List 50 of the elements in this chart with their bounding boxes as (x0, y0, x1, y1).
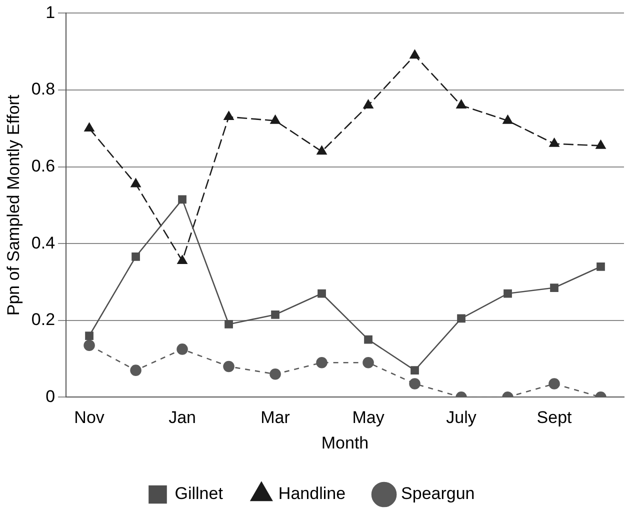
point (84, 122, 94, 132)
point (457, 314, 466, 323)
point (410, 50, 420, 59)
x-tick-label: May (352, 408, 385, 428)
x-tick-label: Nov (74, 408, 105, 428)
point (316, 356, 328, 368)
legend-label: Gillnet (174, 484, 224, 504)
y-tick-label: 0.6 (31, 156, 56, 176)
point (270, 115, 280, 124)
point (502, 115, 513, 124)
point (270, 368, 281, 380)
point (362, 356, 374, 368)
point (84, 340, 95, 352)
point (130, 364, 142, 376)
y-tick-label: 0 (46, 386, 56, 406)
y-tick-label: 1 (46, 2, 56, 22)
point (176, 344, 188, 355)
point (550, 284, 558, 292)
point (223, 360, 234, 372)
y-tick-label: 0.2 (31, 310, 56, 330)
point (178, 195, 186, 204)
point (549, 138, 560, 147)
point (132, 252, 140, 261)
point (316, 146, 327, 155)
point (271, 310, 280, 319)
point (130, 178, 141, 188)
point (364, 335, 372, 344)
point (409, 378, 420, 390)
x-tick-label: July (446, 408, 477, 428)
y-axis-title: Ppn of Sampled Montly Effort (4, 94, 23, 316)
point (548, 378, 560, 390)
point (363, 100, 374, 109)
point (85, 332, 94, 340)
x-tick-label: Mar (260, 408, 290, 428)
legend-label: Handline (278, 484, 346, 504)
x-tick-label: Jan (168, 408, 196, 428)
x-axis-title: Month (321, 433, 369, 452)
point (177, 255, 188, 264)
point (596, 262, 605, 271)
point (504, 289, 512, 298)
point (224, 320, 233, 328)
y-tick-label: 0.4 (31, 233, 56, 252)
point (318, 289, 326, 298)
point (456, 100, 466, 109)
point (410, 366, 419, 375)
point (224, 111, 234, 120)
y-tick-label: 0.8 (31, 80, 56, 99)
legend-label: Speargun (401, 484, 475, 504)
point (596, 140, 606, 149)
x-tick-label: Sept (536, 408, 572, 428)
